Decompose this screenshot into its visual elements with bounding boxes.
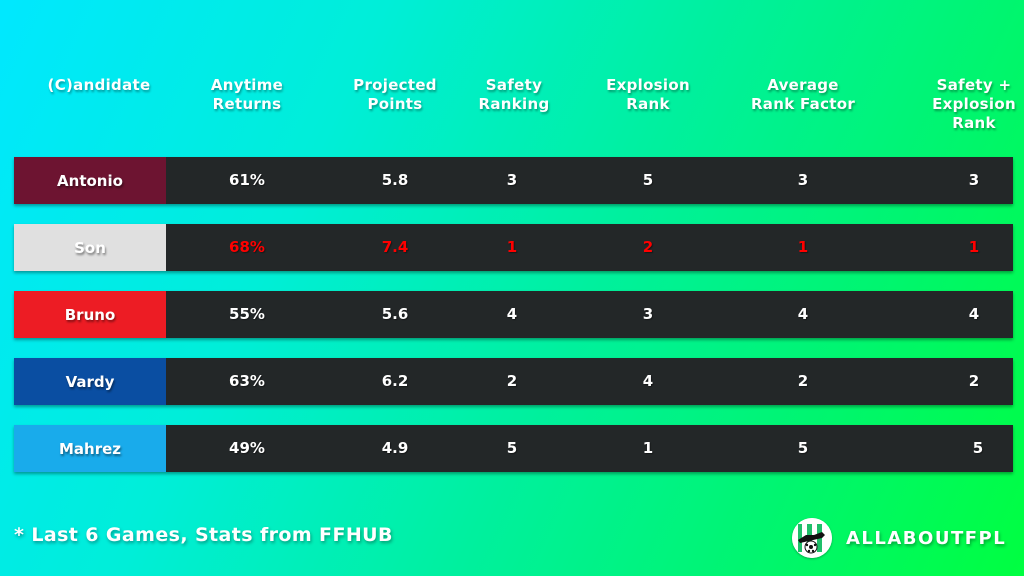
safety-explosion-rank-value: 1 xyxy=(968,238,980,256)
safety-ranking-value: 1 xyxy=(506,238,518,256)
safety-ranking-value: 3 xyxy=(506,171,518,189)
average-rank-factor-value: 1 xyxy=(797,238,809,256)
explosion-rank-value: 4 xyxy=(642,372,654,390)
projected-points-value: 5.6 xyxy=(381,305,409,323)
table-row: Antonio 61% 5.8 3 5 3 3 xyxy=(14,157,1013,204)
table-row: Vardy 63% 6.2 2 4 2 2 xyxy=(14,358,1013,405)
anytime-returns-value: 49% xyxy=(229,439,265,457)
safety-explosion-rank-value: 5 xyxy=(972,439,984,457)
header-average-rank-factor: Average Rank Factor xyxy=(750,76,856,113)
safety-ranking-value: 2 xyxy=(506,372,518,390)
safety-explosion-rank-value: 3 xyxy=(968,171,980,189)
average-rank-factor-value: 4 xyxy=(797,305,809,323)
candidate-name-cell: Son xyxy=(14,224,166,271)
header-explosion-rank: Explosion Rank xyxy=(606,76,690,113)
projected-points-value: 6.2 xyxy=(381,372,409,390)
explosion-rank-value: 1 xyxy=(642,439,654,457)
source-footnote: * Last 6 Games, Stats from FFHUB xyxy=(14,524,393,546)
header-projected-points: Projected Points xyxy=(353,76,437,113)
table-row: Mahrez 49% 4.9 5 1 5 5 xyxy=(14,425,1013,472)
safety-explosion-rank-value: 2 xyxy=(968,372,980,390)
table-row: Son 68% 7.4 1 2 1 1 xyxy=(14,224,1013,271)
projected-points-value: 5.8 xyxy=(381,171,409,189)
explosion-rank-value: 2 xyxy=(642,238,654,256)
safety-ranking-value: 4 xyxy=(506,305,518,323)
anytime-returns-value: 68% xyxy=(229,238,265,256)
anytime-returns-value: 61% xyxy=(229,171,265,189)
candidate-name-cell: Mahrez xyxy=(14,425,166,472)
candidate-name-cell: Antonio xyxy=(14,157,166,204)
candidate-name-cell: Vardy xyxy=(14,358,166,405)
average-rank-factor-value: 3 xyxy=(797,171,809,189)
explosion-rank-value: 5 xyxy=(642,171,654,189)
table-row: Bruno 55% 5.6 4 3 4 4 xyxy=(14,291,1013,338)
projected-points-value: 4.9 xyxy=(381,439,409,457)
projected-points-value: 7.4 xyxy=(381,238,409,256)
brand-name: ALLABOUTFPL xyxy=(846,527,1007,549)
table-header: (C)andidate Anytime Returns Projected Po… xyxy=(14,76,1016,146)
candidate-name-cell: Bruno xyxy=(14,291,166,338)
safety-explosion-rank-value: 4 xyxy=(968,305,980,323)
brand-block: ALLABOUTFPL xyxy=(792,517,1006,559)
header-anytime-returns: Anytime Returns xyxy=(210,76,284,113)
anytime-returns-value: 63% xyxy=(229,372,265,390)
header-safety-ranking: Safety Ranking xyxy=(478,76,550,113)
header-safety-explosion-rank: Safety + Explosion Rank xyxy=(932,76,1016,132)
explosion-rank-value: 3 xyxy=(642,305,654,323)
average-rank-factor-value: 5 xyxy=(797,439,809,457)
football-boot-ball-logo-icon xyxy=(792,518,832,558)
header-candidate: (C)andidate xyxy=(47,76,151,94)
average-rank-factor-value: 2 xyxy=(797,372,809,390)
anytime-returns-value: 55% xyxy=(229,305,265,323)
safety-ranking-value: 5 xyxy=(506,439,518,457)
